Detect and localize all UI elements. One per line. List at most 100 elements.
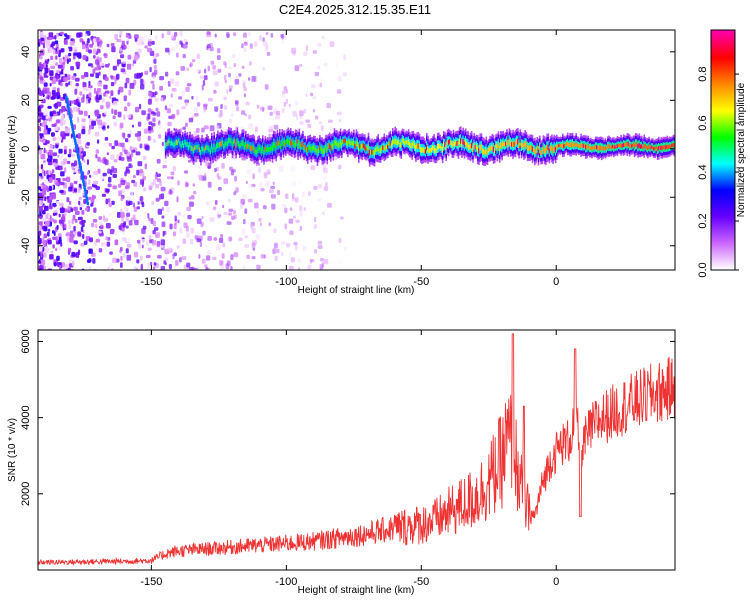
noise-cell [69, 233, 75, 238]
noise-cell [323, 167, 328, 174]
noise-cell [203, 107, 206, 113]
spectrogram-x-ticks: -150 -100 -50 0 [140, 30, 559, 288]
noise-cell [251, 256, 256, 260]
noise-cell [119, 152, 123, 157]
noise-cell [131, 189, 134, 196]
noise-cell [240, 126, 245, 130]
colorbar-swatch [711, 150, 735, 153]
signal-cell [668, 144, 671, 149]
noise-cell [319, 121, 322, 125]
signal-cell [224, 142, 226, 148]
signal-cell [644, 144, 647, 148]
signal-cell [525, 141, 528, 147]
noise-cell [124, 106, 128, 112]
noise-cell [196, 174, 200, 178]
noise-cell [283, 86, 287, 91]
noise-cell [98, 248, 103, 253]
noise-cell [125, 32, 128, 38]
colorbar-swatch [711, 74, 735, 77]
noise-cell [73, 206, 78, 211]
noise-cell [93, 241, 97, 247]
noise-cell [130, 152, 134, 158]
noise-cell [291, 47, 296, 54]
noise-cell [50, 193, 56, 200]
noise-cell [58, 154, 63, 159]
signal-cell [656, 147, 659, 152]
noise-cell [66, 176, 71, 183]
noise-cell [52, 60, 56, 64]
signal-cell [350, 140, 353, 146]
signal-cell [203, 148, 206, 153]
noise-cell [55, 92, 61, 97]
colorbar-swatch [711, 212, 735, 215]
noise-cell [75, 77, 80, 82]
noise-cell [202, 230, 206, 236]
colorbar-swatch [711, 264, 735, 267]
noise-cell [104, 263, 109, 267]
signal-cell [569, 142, 571, 148]
noise-cell [147, 47, 153, 53]
signal-cell [496, 144, 499, 151]
colorbar-swatch [711, 198, 735, 201]
noise-cell [47, 105, 52, 109]
colorbar-swatch [711, 50, 735, 53]
noise-cell [216, 244, 221, 251]
noise-cell [95, 72, 99, 79]
signal-cell [627, 141, 630, 146]
signal-cell [282, 141, 285, 147]
noise-cell [167, 30, 171, 36]
noise-cell [118, 225, 121, 230]
signal-cell [549, 145, 552, 151]
noise-cell [62, 222, 65, 229]
colorbar-swatch [711, 78, 735, 81]
noise-cell [251, 76, 256, 82]
noise-cell [270, 194, 276, 199]
noise-cell [210, 60, 215, 65]
noise-cell [39, 267, 42, 270]
noise-cell [98, 123, 102, 129]
signal-cell [236, 138, 239, 144]
signal-cell [179, 141, 181, 147]
noise-cell [47, 239, 52, 245]
noise-cell [299, 210, 303, 217]
noise-cell [133, 251, 139, 258]
noise-cell [137, 48, 142, 54]
colorbar-swatch [711, 168, 735, 171]
noise-cell [107, 183, 112, 188]
noise-cell [238, 73, 242, 77]
noise-cell [175, 43, 179, 48]
noise-cell [117, 212, 121, 218]
signal-cell [418, 143, 421, 149]
noise-cell [124, 138, 129, 143]
noise-cell [314, 115, 319, 120]
signal-cell [293, 142, 296, 148]
signal-cell [395, 139, 398, 146]
noise-cell [299, 225, 303, 231]
noise-cell [131, 63, 134, 67]
noise-cell [68, 186, 73, 192]
noise-cell [64, 208, 68, 213]
noise-cell [92, 48, 97, 55]
signal-cell [385, 144, 388, 150]
noise-cell [51, 123, 57, 127]
noise-cell [97, 139, 100, 144]
signal-cell [577, 144, 580, 148]
noise-cell [48, 36, 53, 40]
noise-cell [121, 237, 127, 242]
noise-cell [328, 128, 334, 133]
noise-cell [118, 190, 123, 197]
noise-cell [197, 102, 201, 107]
noise-cell [329, 125, 333, 132]
noise-cell [161, 221, 166, 228]
noise-cell [144, 35, 147, 41]
signal-cell [208, 147, 211, 152]
signal-cell [611, 144, 614, 149]
noise-cell [281, 34, 285, 40]
noise-cell [222, 204, 225, 209]
signal-cell [573, 143, 575, 148]
noise-cell [126, 243, 132, 248]
noise-cell [53, 210, 58, 214]
noise-cell [55, 62, 58, 66]
noise-cell [206, 255, 211, 261]
noise-cell [38, 164, 41, 171]
